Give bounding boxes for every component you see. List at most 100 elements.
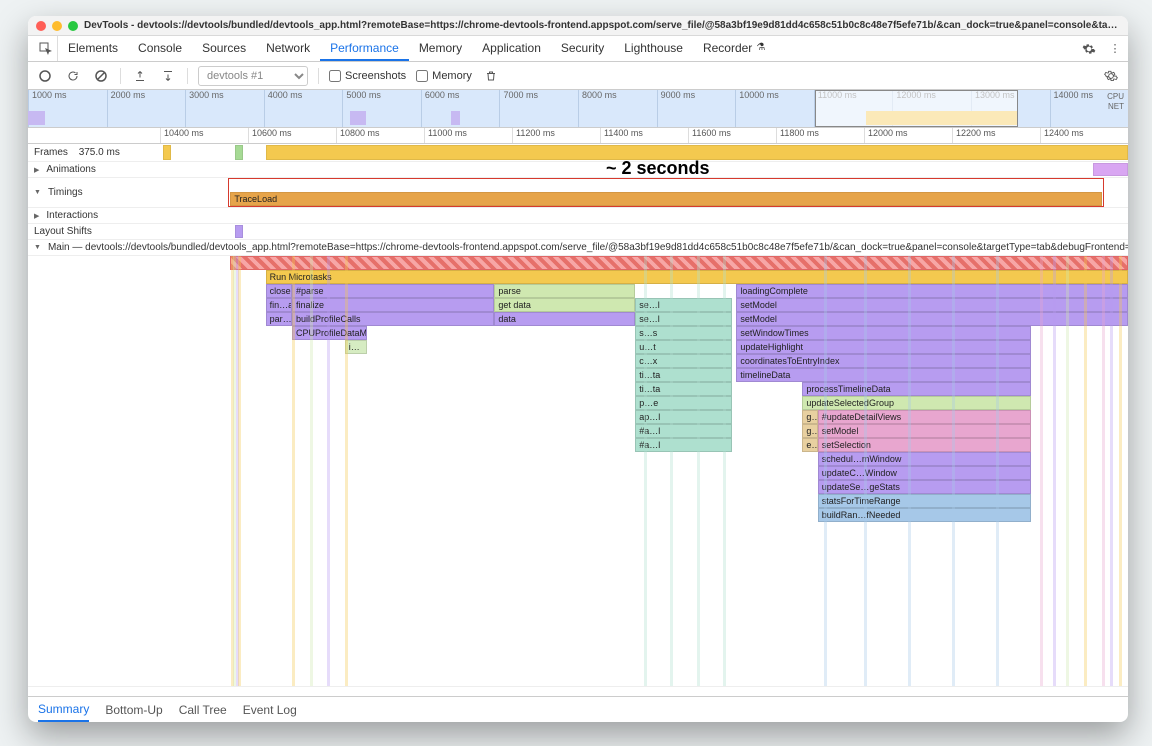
detail-tick: 10400 ms	[160, 128, 204, 143]
flame-bar[interactable]: u…t	[635, 340, 732, 354]
flame-chart[interactable]: TaskRun Microtasksclose#parseparseloadin…	[28, 256, 1128, 687]
flame-bar[interactable]: g…	[802, 410, 817, 424]
flame-bar[interactable]: updateC…Window	[818, 466, 1031, 480]
flame-bar[interactable]: #a…l	[635, 424, 732, 438]
detail-tick: 12400 ms	[1040, 128, 1084, 143]
duration-annotation: ~ 2 seconds	[606, 158, 710, 179]
tracks-area: Frames 375.0 ms Animations Timings ~ 2 s…	[28, 144, 1128, 696]
track-main-header[interactable]: Main — devtools://devtools/bundled/devto…	[28, 240, 1128, 256]
flame-stripe	[1102, 256, 1105, 686]
clear-icon[interactable]	[92, 67, 110, 85]
flame-bar[interactable]: parse	[494, 284, 635, 298]
record-icon[interactable]	[36, 67, 54, 85]
flame-bar[interactable]: i…	[345, 340, 367, 354]
flame-bar[interactable]: close	[266, 284, 292, 298]
flame-bar[interactable]: statsForTimeRange	[818, 494, 1031, 508]
flame-bar[interactable]: schedul…mWindow	[818, 452, 1031, 466]
track-interactions[interactable]: Interactions	[28, 208, 1128, 224]
track-layout-shifts[interactable]: Layout Shifts	[28, 224, 1128, 240]
flame-bar[interactable]: updateSe…geStats	[818, 480, 1031, 494]
minimize-window-icon[interactable]	[52, 21, 62, 31]
flame-bar[interactable]: get data	[494, 298, 635, 312]
tab-lighthouse[interactable]: Lighthouse	[614, 36, 693, 61]
flame-bar[interactable]: coordinatesToEntryIndex	[736, 354, 1031, 368]
track-frames[interactable]: Frames 375.0 ms	[28, 144, 1128, 162]
close-window-icon[interactable]	[36, 21, 46, 31]
memory-label: Memory	[432, 70, 472, 82]
save-profile-icon[interactable]	[159, 67, 177, 85]
track-main-label: Main — devtools://devtools/bundled/devto…	[28, 240, 1128, 255]
flame-bar[interactable]	[230, 256, 1128, 270]
flame-bar[interactable]: e…	[802, 438, 817, 452]
tab-network[interactable]: Network	[256, 36, 320, 61]
flame-bar[interactable]: setWindowTimes	[736, 326, 1031, 340]
flame-stripe	[996, 256, 999, 686]
bottom-tab-summary[interactable]: Summary	[38, 697, 89, 722]
flame-stripe	[644, 256, 647, 686]
zoom-window-icon[interactable]	[68, 21, 78, 31]
flame-bar[interactable]: ap…l	[635, 410, 732, 424]
bottom-tab-event-log[interactable]: Event Log	[243, 697, 297, 722]
screenshots-checkbox[interactable]: Screenshots	[329, 70, 406, 82]
track-animations[interactable]: Animations	[28, 162, 1128, 178]
trace-load-bar[interactable]: TraceLoad	[230, 192, 1101, 206]
flask-icon: ⚗	[756, 42, 765, 53]
load-profile-icon[interactable]	[131, 67, 149, 85]
bottom-tab-call-tree[interactable]: Call Tree	[179, 697, 227, 722]
track-animations-label: Animations	[28, 162, 160, 177]
reload-icon[interactable]	[64, 67, 82, 85]
flame-bar[interactable]: ti…ta	[635, 368, 732, 382]
tab-application[interactable]: Application	[472, 36, 551, 61]
flame-bar[interactable]: fin…ace	[266, 298, 292, 312]
settings-icon[interactable]	[1076, 36, 1102, 61]
flame-bar[interactable]: buildProfileCalls	[292, 312, 494, 326]
trash-icon[interactable]	[482, 67, 500, 85]
tab-elements[interactable]: Elements	[58, 36, 128, 61]
flame-bar[interactable]: finalize	[292, 298, 494, 312]
track-segment	[163, 145, 171, 160]
traffic-lights	[36, 21, 78, 31]
settings-gear-icon[interactable]	[1102, 67, 1120, 85]
flame-bar[interactable]: #a…l	[635, 438, 732, 452]
bottom-tab-bottom-up[interactable]: Bottom-Up	[105, 697, 162, 722]
track-segment	[235, 145, 243, 160]
inspect-element-icon[interactable]	[34, 36, 58, 61]
flame-bar[interactable]: par…at	[266, 312, 292, 326]
flame-bar[interactable]: #updateDetailViews	[818, 410, 1031, 424]
track-timings[interactable]: Timings ~ 2 seconds TraceLoad	[28, 178, 1128, 208]
tab-memory[interactable]: Memory	[409, 36, 472, 61]
memory-checkbox[interactable]: Memory	[416, 70, 472, 82]
flame-bar[interactable]: setSelection	[818, 438, 1031, 452]
flame-bar[interactable]: se…l	[635, 312, 732, 326]
flame-bar[interactable]: buildRan…fNeeded	[818, 508, 1031, 522]
tab-recorder[interactable]: Recorder⚗	[693, 36, 775, 61]
flame-bar[interactable]: setModel	[818, 424, 1031, 438]
flame-bar[interactable]: c…x	[635, 354, 732, 368]
flame-stripe	[824, 256, 827, 686]
flame-stripe	[238, 256, 241, 686]
flame-bar[interactable]: timelineData	[736, 368, 1031, 382]
flame-bar[interactable]: updateHighlight	[736, 340, 1031, 354]
overview-selection[interactable]	[815, 90, 1018, 127]
tab-performance[interactable]: Performance	[320, 36, 409, 61]
flame-bar[interactable]: g…	[802, 424, 817, 438]
track-segment	[1093, 163, 1128, 176]
flame-stripe	[723, 256, 726, 686]
more-icon[interactable]: ⋮	[1102, 36, 1128, 61]
perf-toolbar: devtools #1 Screenshots Memory	[28, 62, 1128, 90]
tab-console[interactable]: Console	[128, 36, 192, 61]
flame-stripe	[952, 256, 955, 686]
tab-sources[interactable]: Sources	[192, 36, 256, 61]
flame-bar[interactable]: p…e	[635, 396, 732, 410]
overview-ruler[interactable]: 1000 ms2000 ms3000 ms4000 ms5000 ms6000 …	[28, 90, 1128, 128]
flame-bar[interactable]: se…l	[635, 298, 732, 312]
flame-bar[interactable]: s…s	[635, 326, 732, 340]
window-titlebar: DevTools - devtools://devtools/bundled/d…	[28, 16, 1128, 36]
trace-select[interactable]: devtools #1	[198, 66, 308, 86]
flame-bar[interactable]: data	[494, 312, 635, 326]
tab-security[interactable]: Security	[551, 36, 614, 61]
flame-bar[interactable]: #parse	[292, 284, 494, 298]
detail-ruler[interactable]: 10400 ms10600 ms10800 ms11000 ms11200 ms…	[28, 128, 1128, 144]
flame-bar[interactable]: ti…ta	[635, 382, 732, 396]
track-frames-sub: 375.0 ms	[79, 147, 120, 158]
